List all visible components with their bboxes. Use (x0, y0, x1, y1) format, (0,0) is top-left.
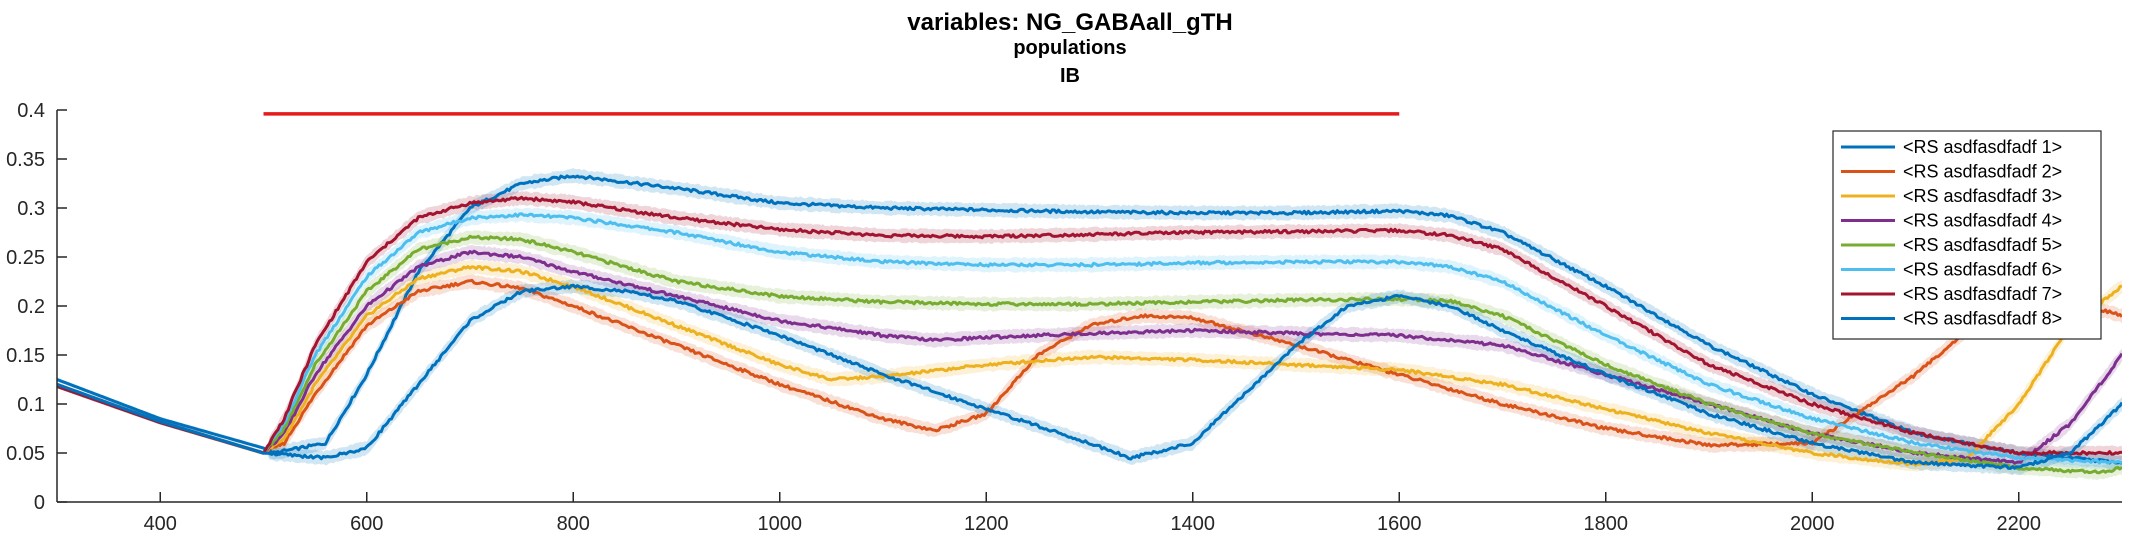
legend-label: <RS asdfasdfadf 1> (1903, 137, 2062, 157)
series-line-7 (57, 195, 2122, 456)
y-tick-label: 0.1 (17, 394, 45, 416)
legend-label: <RS asdfasdfadf 5> (1903, 235, 2062, 255)
chart-title: variables: NG_GABAall_gTH (907, 9, 1232, 36)
series-band-5 (57, 230, 2122, 481)
series-lines (57, 174, 2122, 475)
series-band-4 (57, 244, 2122, 470)
x-tick-label: 1800 (1584, 513, 1629, 533)
legend-label: <RS asdfasdfadf 3> (1903, 186, 2062, 206)
series-line-2 (57, 278, 2122, 455)
x-tick-label: 2200 (1997, 513, 2042, 533)
series-line-1 (57, 174, 2122, 465)
y-tick-label: 0.3 (17, 198, 45, 220)
legend-label: <RS asdfasdfadf 6> (1903, 260, 2062, 280)
y-tick-label: 0 (34, 492, 45, 514)
x-tick-label: 400 (144, 513, 177, 533)
x-tick-label: 1000 (758, 513, 803, 533)
series-line-3 (57, 265, 2122, 467)
legend: <RS asdfasdfadf 1> <RS asdfasdfadf 2> <RS … (1832, 130, 2102, 340)
x-tick-label: 1200 (964, 513, 1009, 533)
legend-label: <RS asdfasdfadf 2> (1903, 162, 2062, 182)
legend-label: <RS asdfasdfadf 8> (1903, 309, 2062, 329)
y-tick-label: 0.05 (6, 443, 45, 465)
chart-subtitle: populations (1013, 37, 1126, 59)
x-tick-label: 800 (557, 513, 590, 533)
series-line-8 (57, 283, 2122, 470)
y-tick-label: 0.35 (6, 149, 45, 171)
axes: 400 600 800 1000 1200 1400 1600 1800 2000 2200 0 0.… (6, 100, 2122, 533)
x-tick-label: 2000 (1790, 513, 1835, 533)
x-tick-label: 1600 (1377, 513, 1422, 533)
series-line-6 (57, 212, 2122, 465)
legend-label: <RS asdfasdfadf 4> (1903, 211, 2062, 231)
legend-label: <RS asdfasdfadf 7> (1903, 284, 2062, 304)
y-tick-label: 0.15 (6, 345, 45, 367)
legend-box (1832, 130, 2102, 340)
y-tick-label: 0.4 (17, 100, 45, 122)
chart-subtitle-population: IB (1060, 65, 1080, 87)
x-tick-label: 600 (350, 513, 383, 533)
x-tick-label: 1400 (1171, 513, 1216, 533)
series-line-5 (57, 234, 2122, 475)
y-tick-label: 0.25 (6, 247, 45, 269)
y-tick-label: 0.2 (17, 296, 45, 318)
